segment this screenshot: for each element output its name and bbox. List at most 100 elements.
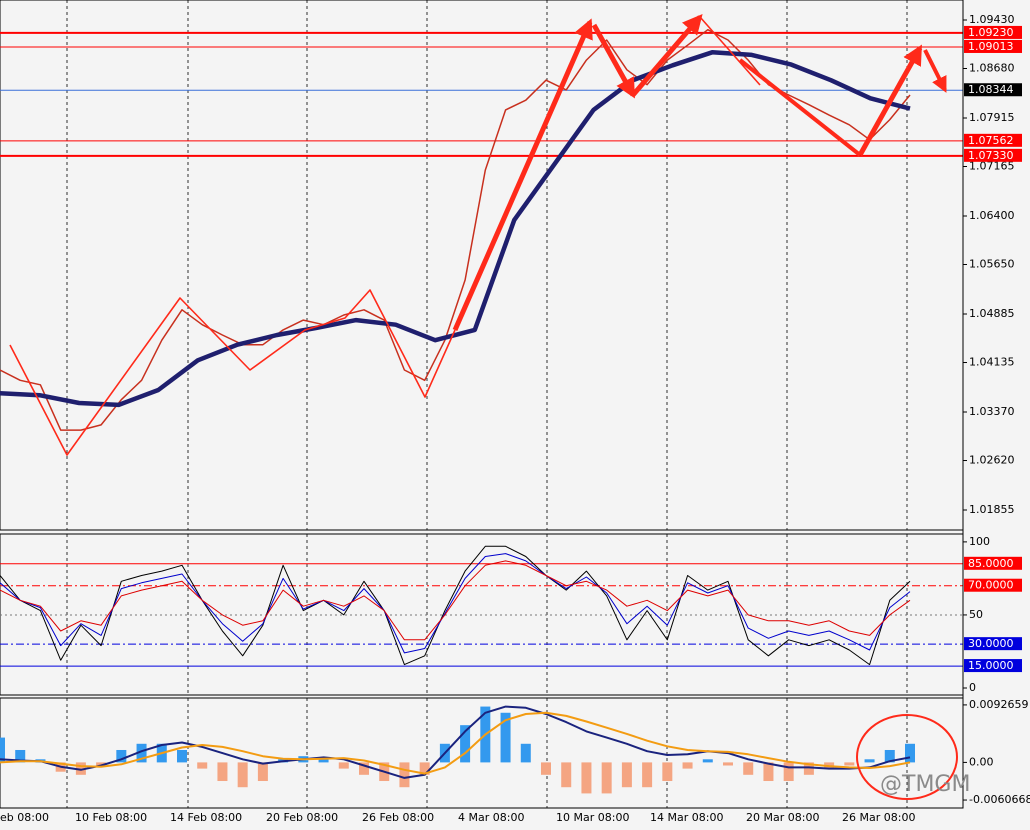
y-tick-label: 0.00 bbox=[969, 755, 994, 768]
y-tick-label: 1.03370 bbox=[969, 405, 1015, 418]
histogram-bar bbox=[803, 762, 814, 775]
histogram-bar bbox=[702, 759, 713, 763]
histogram-bar bbox=[642, 762, 653, 788]
histogram-bar bbox=[884, 749, 895, 763]
histogram-bar bbox=[500, 712, 511, 763]
x-tick-label: 10 Mar 08:00 bbox=[556, 811, 629, 824]
y-tick-label: 1.01855 bbox=[969, 503, 1015, 516]
histogram-bar bbox=[743, 762, 754, 775]
arrow bbox=[923, 49, 947, 93]
level-tag bbox=[964, 39, 1022, 53]
arrow bbox=[591, 23, 636, 99]
y-tick-label: 100 bbox=[969, 535, 990, 548]
arrow bbox=[738, 58, 862, 157]
histogram-bar bbox=[561, 762, 572, 788]
histogram-bar bbox=[318, 759, 329, 763]
level-label: 1.08344 bbox=[968, 83, 1014, 96]
x-tick-label: 10 Feb 08:00 bbox=[75, 811, 147, 824]
histogram-bar bbox=[96, 762, 107, 766]
histogram-bar bbox=[359, 762, 369, 775]
arrow bbox=[631, 13, 703, 97]
zigzag bbox=[9, 289, 456, 456]
x-tick-label: 26 Mar 08:00 bbox=[842, 811, 915, 824]
level-label: 1.09230 bbox=[968, 26, 1014, 39]
series-line bbox=[0, 711, 911, 775]
arrow bbox=[857, 44, 923, 157]
histogram-bar bbox=[844, 762, 855, 766]
level-tag bbox=[964, 148, 1022, 162]
highlight-circle bbox=[856, 714, 958, 800]
level-tag bbox=[964, 659, 1022, 673]
x-tick-label: 14 Mar 08:00 bbox=[650, 811, 723, 824]
histogram-bar bbox=[723, 762, 733, 766]
level-label: 70.0000 bbox=[968, 579, 1014, 592]
histogram-bar bbox=[419, 762, 430, 775]
histogram-bar bbox=[460, 725, 471, 763]
y-tick-label: -0.0060668 bbox=[969, 793, 1030, 806]
histogram-bar bbox=[621, 762, 632, 788]
x-tick-label: 4 Mar 08:00 bbox=[458, 811, 524, 824]
histogram-bar bbox=[116, 749, 127, 763]
histogram-bar bbox=[520, 743, 531, 763]
histogram-bar bbox=[399, 762, 410, 788]
histogram-bar bbox=[136, 743, 147, 763]
histogram-bar bbox=[15, 749, 26, 763]
level-tag bbox=[964, 133, 1022, 147]
level-label: 30.0000 bbox=[968, 637, 1014, 650]
y-tick-label: 50 bbox=[969, 608, 983, 621]
x-tick-label: 20 Feb 08:00 bbox=[266, 811, 338, 824]
level-tag bbox=[964, 556, 1022, 570]
histogram-bar bbox=[177, 749, 187, 763]
y-tick-label: 1.02620 bbox=[969, 454, 1015, 467]
histogram-bar bbox=[601, 762, 612, 794]
watermark: @TMGM bbox=[880, 772, 970, 797]
histogram-bar bbox=[257, 762, 268, 782]
x-tick-label: 14 Feb 08:00 bbox=[170, 811, 242, 824]
histogram-bar bbox=[541, 762, 551, 775]
arrow bbox=[452, 18, 593, 332]
level-tag bbox=[964, 637, 1022, 651]
y-tick-label: 1.04135 bbox=[969, 356, 1015, 369]
level-label: 1.07562 bbox=[968, 134, 1014, 147]
histogram-bar bbox=[783, 762, 794, 782]
y-tick-label: 1.09430 bbox=[969, 13, 1015, 26]
y-tick-label: 1.06400 bbox=[969, 209, 1015, 222]
zigzag-annotation bbox=[9, 13, 958, 800]
histogram-bar bbox=[217, 762, 228, 782]
x-tick-label: 20 Mar 08:00 bbox=[746, 811, 819, 824]
histogram-bar bbox=[338, 762, 349, 769]
y-tick-label: 1.05650 bbox=[969, 258, 1015, 271]
series-line bbox=[0, 50, 911, 408]
zigzag bbox=[699, 16, 761, 86]
level-tag bbox=[964, 578, 1022, 592]
histogram-bar bbox=[662, 762, 673, 782]
y-tick-label: 1.07915 bbox=[969, 111, 1015, 124]
histogram-bar bbox=[905, 743, 915, 763]
histogram-bar bbox=[864, 759, 875, 763]
histogram-bar bbox=[75, 762, 86, 775]
histogram-bar bbox=[197, 762, 208, 769]
level-label: 15.0000 bbox=[968, 659, 1014, 672]
x-tick-label: eb 08:00 bbox=[0, 811, 49, 824]
y-tick-label: 0.0092659 bbox=[969, 698, 1029, 711]
y-tick-label: 1.07165 bbox=[969, 160, 1015, 173]
series-line bbox=[0, 545, 911, 666]
level-tag bbox=[964, 83, 1022, 97]
histogram-bar bbox=[237, 762, 248, 788]
level-tag bbox=[964, 25, 1022, 39]
y-tick-label: 1.04885 bbox=[969, 307, 1015, 320]
histogram-bar bbox=[763, 762, 774, 782]
level-label: 85.0000 bbox=[968, 557, 1014, 570]
y-tick-label: 1.08680 bbox=[969, 62, 1015, 75]
histogram-bar bbox=[682, 762, 693, 769]
level-label: 1.09013 bbox=[968, 40, 1014, 53]
series-line bbox=[0, 553, 911, 654]
y-tick-label: 0 bbox=[969, 681, 976, 694]
level-label: 1.07330 bbox=[968, 149, 1014, 162]
x-tick-label: 26 Feb 08:00 bbox=[362, 811, 434, 824]
histogram-bar bbox=[581, 762, 592, 794]
series-line bbox=[0, 560, 911, 641]
series-line bbox=[0, 705, 911, 779]
histogram-bar bbox=[0, 737, 5, 763]
